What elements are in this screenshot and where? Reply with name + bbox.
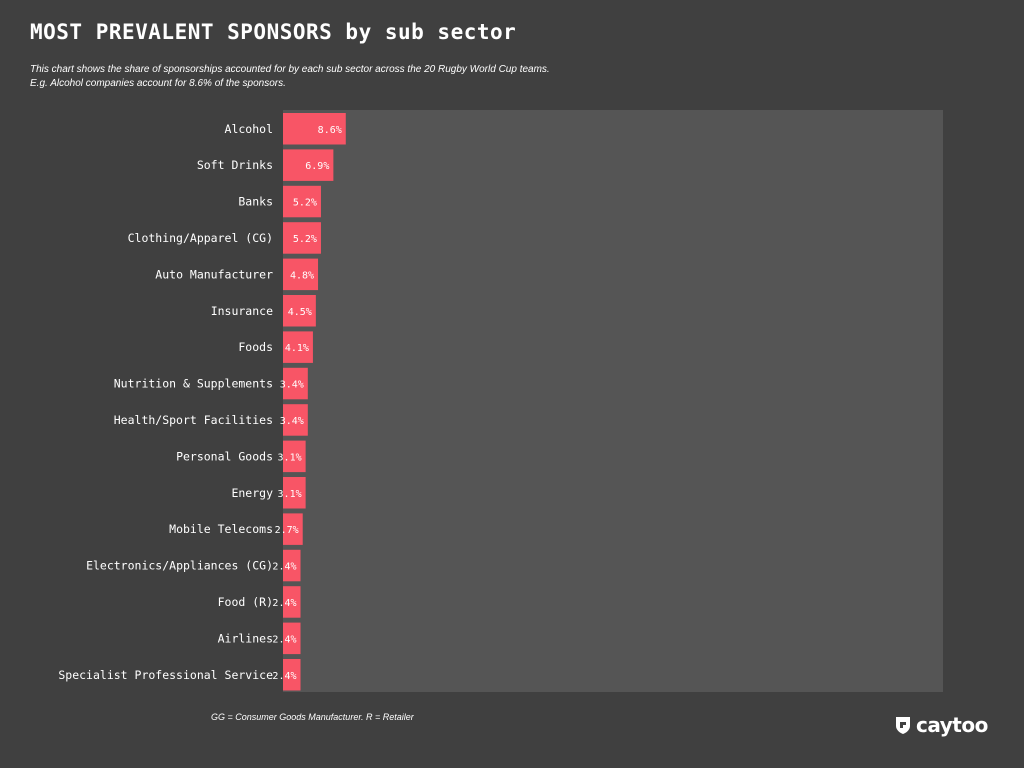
value-label-0: 8.6% xyxy=(318,125,342,136)
category-label-4: Auto Manufacturer xyxy=(155,267,273,281)
value-label-1: 6.9% xyxy=(305,161,329,172)
category-label-0: Alcohol xyxy=(225,122,273,136)
bar-0 xyxy=(283,113,346,145)
caytoo-logo-text: caytoo xyxy=(916,713,988,737)
bar-12 xyxy=(283,549,301,582)
value-label-14: 2.4% xyxy=(272,634,296,645)
category-label-6: Foods xyxy=(238,340,273,354)
plot-area xyxy=(283,110,943,692)
bar-2 xyxy=(283,185,321,218)
caytoo-shield-icon xyxy=(896,717,910,734)
footnote: GG = Consumer Goods Manufacturer. R = Re… xyxy=(211,712,414,722)
value-labels-group: 8.6% 6.9% 5.2% 5.2% 4.8% 4.5% 4.1% 3.4% 3.4% 3.1%… xyxy=(272,125,341,682)
caytoo-logo: caytoo xyxy=(894,712,988,738)
bar-13 xyxy=(283,586,301,618)
bar-15 xyxy=(283,659,301,691)
bar-3 xyxy=(283,222,321,254)
chart-subtitle-line-1: This chart shows the share of sponsorshi… xyxy=(30,64,550,75)
value-label-11: 2.7% xyxy=(275,525,299,536)
value-label-6: 4.1% xyxy=(285,343,309,354)
value-label-2: 5.2% xyxy=(293,198,317,209)
category-label-9: Personal Goods xyxy=(176,449,273,463)
bar-4 xyxy=(283,258,319,291)
category-labels-group: Alcohol Soft Drinks Banks Clothing/Apparel … xyxy=(58,122,273,682)
bar-7 xyxy=(283,367,308,400)
bar-10 xyxy=(283,477,306,509)
bar-1 xyxy=(283,149,334,181)
value-label-12: 2.4% xyxy=(272,562,296,573)
value-label-10: 3.1% xyxy=(278,489,302,500)
value-label-5: 4.5% xyxy=(288,307,312,318)
bar-11 xyxy=(283,513,303,545)
category-label-15: Specialist Professional Service xyxy=(58,668,273,682)
value-label-13: 2.4% xyxy=(272,598,296,609)
value-label-15: 2.4% xyxy=(272,671,296,682)
value-label-7: 3.4% xyxy=(280,380,304,391)
bars-group xyxy=(283,113,346,691)
category-label-10: Energy xyxy=(231,486,273,500)
value-label-8: 3.4% xyxy=(280,416,304,427)
category-label-8: Health/Sport Facilities xyxy=(114,413,273,427)
category-label-13: Food (R) xyxy=(218,595,273,609)
category-label-14: Airlines xyxy=(218,631,273,645)
chart-subtitle-line-2: E.g. Alcohol companies account for 8.6% … xyxy=(30,78,286,89)
category-label-3: Clothing/Apparel (CG) xyxy=(128,231,273,245)
category-label-5: Insurance xyxy=(211,304,273,318)
bar-9 xyxy=(283,440,306,473)
bar-14 xyxy=(283,622,301,655)
value-label-3: 5.2% xyxy=(293,234,317,245)
category-label-11: Mobile Telecoms xyxy=(169,522,273,536)
bar-8 xyxy=(283,404,308,436)
value-label-4: 4.8% xyxy=(290,270,314,281)
bar-5 xyxy=(283,295,316,327)
category-label-12: Electronics/Appliances (CG) xyxy=(86,559,273,573)
bar-6 xyxy=(283,331,313,363)
chart-title: MOST PREVALENT SPONSORS by sub sector xyxy=(30,20,517,44)
category-label-7: Nutrition & Supplements xyxy=(114,377,273,391)
value-label-9: 3.1% xyxy=(278,452,302,463)
category-label-2: Banks xyxy=(238,195,273,209)
category-label-1: Soft Drinks xyxy=(197,158,273,172)
